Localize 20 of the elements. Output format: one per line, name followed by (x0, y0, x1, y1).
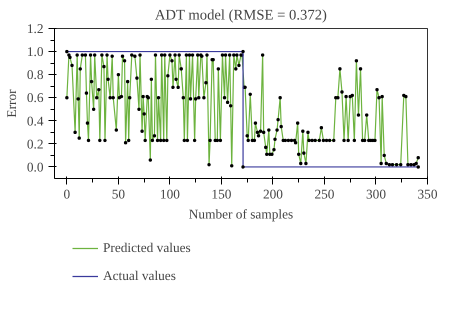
x-tick-label: 250 (314, 186, 335, 202)
x-tick-label: 150 (211, 186, 232, 202)
y-axis-title: Error (4, 88, 19, 118)
y-tick-label: 0.4 (26, 113, 44, 128)
y-tick-label: 0.0 (26, 159, 44, 174)
x-axis-title: Number of samples (188, 206, 294, 222)
y-tick-label: 0.8 (26, 67, 44, 82)
x-tick-label: 200 (262, 186, 284, 202)
legend-label: Actual values (103, 268, 176, 284)
y-tick-label: 0.6 (26, 90, 44, 106)
y-tick-label: 1.0 (26, 44, 44, 60)
x-tick-label: 300 (366, 186, 386, 202)
x-tick-label: 100 (160, 186, 180, 202)
x-tick-label: 0 (64, 186, 71, 202)
legend-label: Predicted values (103, 240, 191, 256)
y-tick-label: 1.2 (26, 21, 44, 36)
x-tick-label: 50 (112, 186, 126, 202)
x-tick-label: 350 (418, 186, 438, 202)
chart-title: ADT model (RMSE = 0.372) (154, 8, 328, 24)
y-tick-label: 0.2 (26, 136, 44, 152)
